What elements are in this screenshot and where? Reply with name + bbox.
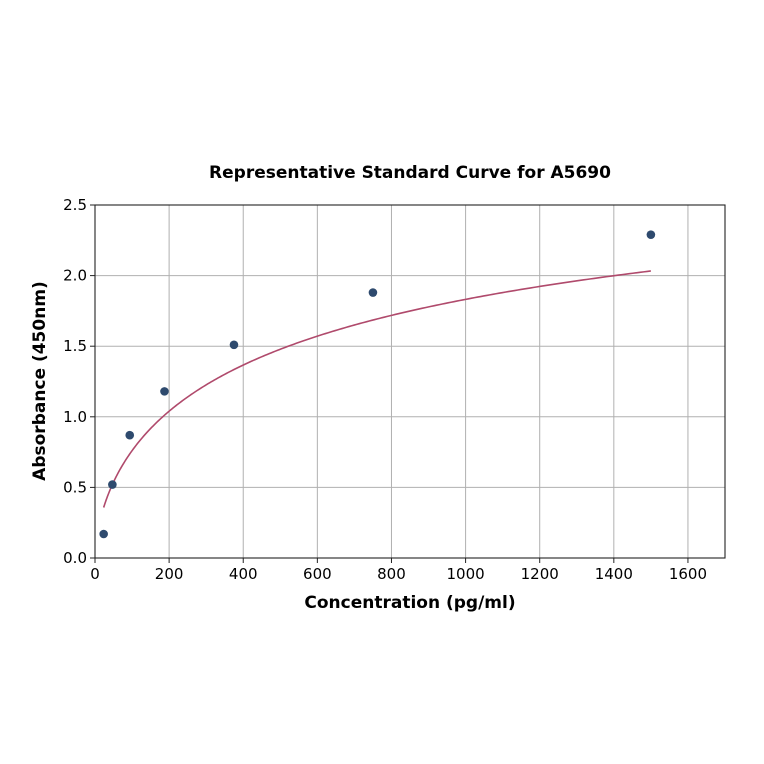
x-tick-label: 200 (155, 565, 184, 583)
chart-title: Representative Standard Curve for A5690 (209, 163, 611, 183)
data-point (99, 529, 108, 539)
x-tick-label: 600 (303, 565, 332, 583)
y-tick-label: 1.0 (63, 408, 87, 426)
y-axis-ticks: 0.0 0.5 1.0 1.5 2.0 2.5 (63, 196, 95, 567)
x-tick-label: 1200 (521, 565, 559, 583)
y-tick-label: 2.5 (63, 196, 87, 214)
data-point (160, 387, 169, 396)
x-axis-ticks: 0 200 400 600 800 1000 1200 1400 1600 (90, 558, 707, 583)
data-points (99, 230, 656, 539)
x-tick-label: 400 (229, 565, 258, 583)
plot-frame (94, 204, 726, 559)
x-axis-label: Concentration (pg/ml) (304, 593, 515, 613)
y-tick-label: 2.0 (63, 267, 87, 285)
y-tick-label: 1.5 (63, 337, 87, 355)
x-tick-label: 1600 (669, 565, 707, 583)
y-tick-label: 0.0 (63, 549, 87, 567)
fit-line (102, 270, 651, 508)
data-point (229, 340, 239, 350)
data-point (108, 480, 117, 489)
data-point (646, 230, 656, 239)
y-tick-label: 0.5 (63, 478, 87, 496)
x-tick-label: 0 (90, 565, 100, 583)
x-tick-label: 800 (377, 565, 406, 583)
data-point (368, 288, 378, 297)
x-tick-label: 1000 (446, 565, 484, 583)
y-axis-label: Absorbance (450nm) (30, 281, 50, 481)
x-tick-label: 1400 (595, 565, 633, 583)
fitted-curve (102, 270, 651, 508)
data-point (125, 430, 135, 440)
